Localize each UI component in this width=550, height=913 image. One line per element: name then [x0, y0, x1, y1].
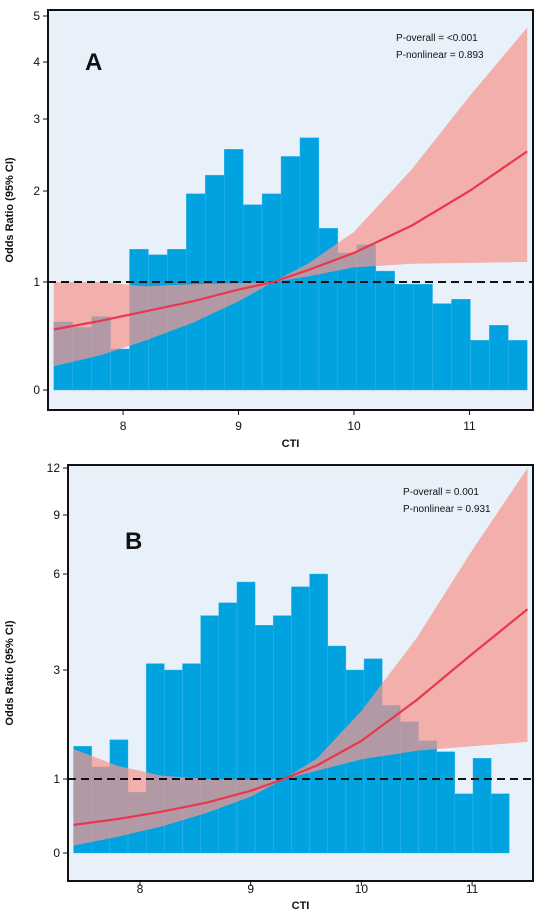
chart-b-x-axis-title: CTI [292, 900, 310, 912]
chart-a-panel-letter: A [85, 49, 102, 76]
chart-b-panel-letter: B [125, 528, 142, 555]
chart-a-p-value-annotation: P-nonlinear = 0.893 [396, 50, 484, 61]
chart-a-p-value-annotation: P-overall = <0.001 [396, 33, 478, 44]
chart-a-y-axis-title: Odds Ratio (95% CI) [4, 157, 16, 262]
chart-b-y-tick-label: 1 [53, 772, 60, 786]
chart-b-x-tick-label: 8 [137, 882, 144, 896]
chart-b-confidence-band [73, 468, 528, 846]
chart-b-p-value-annotation: P-overall = 0.001 [403, 487, 479, 498]
chart-a-histogram-bar [432, 303, 452, 391]
chart-b-histogram-bar [164, 669, 183, 854]
chart-a-y-tick-label: 5 [33, 9, 40, 23]
chart-a-x-axis-title: CTI [282, 438, 300, 450]
chart-b-histogram-bar [309, 573, 328, 854]
chart-b-y-tick-label: 6 [53, 567, 60, 581]
chart-b-histogram-bar [418, 740, 437, 854]
chart-a-x-tick-label: 8 [120, 419, 127, 433]
chart-b-histogram-bar [182, 663, 201, 854]
chart-a-histogram-bar [508, 340, 528, 391]
chart-a-x-tick-label: 9 [235, 419, 242, 433]
chart-a-histogram-bar [394, 283, 414, 391]
chart-b-histogram-bar [236, 581, 256, 854]
chart-a-histogram-bar [375, 270, 395, 391]
chart-a-histogram-bar [489, 325, 509, 391]
panel-b-chart: 0 1 3 6 9 12 8 9 10 11 CTI Odds Ratio (95% CI) B P-ov… [0, 458, 550, 913]
chart-b-histogram-bar [200, 615, 219, 854]
chart-a-histogram-bar [451, 299, 471, 391]
chart-a-y-tick-label: 2 [33, 184, 40, 198]
chart-a-histogram-bar [470, 340, 490, 391]
chart-a-histogram-bar [261, 193, 282, 391]
chart-a-histogram-bar [224, 149, 244, 391]
chart-b-y-axis-title: Odds Ratio (95% CI) [4, 620, 16, 725]
chart-a-histogram-bar [242, 204, 263, 391]
chart-a-histogram-bar [110, 348, 130, 391]
chart-b-histogram-bar [472, 758, 492, 854]
chart-b-histogram-bar [490, 793, 510, 854]
chart-a-y-tick-label: 3 [33, 112, 40, 126]
chart-a-svg: 0 1 2 3 4 5 8 9 10 11 CTI Odds Ratio (95% CI) A P-ove… [4, 9, 534, 450]
panel-a-chart: 0 1 2 3 4 5 8 9 10 11 CTI Odds Ratio (95% CI) A P-ove… [0, 0, 550, 452]
chart-b-histogram-bar [436, 751, 456, 854]
chart-b-plot-frame [67, 464, 534, 882]
chart-b-y-tick-label: 3 [53, 663, 60, 677]
chart-b-odds-ratio-curve [73, 608, 529, 826]
chart-a-x-tick-label: 10 [347, 419, 361, 433]
chart-a-plot-frame [47, 9, 534, 411]
chart-b-p-value-annotation: P-nonlinear = 0.931 [403, 504, 491, 515]
chart-a-histogram-bar [413, 283, 433, 391]
chart-b-svg: 0 1 3 6 9 12 8 9 10 11 CTI Odds Ratio (95% CI) B P-ov… [4, 461, 534, 912]
chart-b-histogram-bar [291, 586, 310, 854]
chart-a-y-tick-label: 4 [33, 55, 40, 69]
chart-a-y-tick-label: 1 [33, 275, 40, 289]
chart-b-y-tick-label: 9 [53, 508, 60, 522]
chart-b-y-tick-label: 0 [53, 846, 60, 860]
chart-a-confidence-band [53, 27, 528, 367]
chart-b-y-tick-label: 12 [47, 461, 61, 475]
chart-b-x-tick-label: 10 [355, 882, 369, 896]
chart-b-histogram-bar [218, 602, 238, 854]
chart-b-histogram-bar [254, 624, 274, 854]
chart-a-histogram-bar [337, 252, 357, 391]
chart-b-x-tick-label: 11 [466, 882, 479, 896]
chart-b-histogram-bar [454, 793, 474, 854]
chart-a-x-tick-label: 11 [463, 419, 476, 433]
chart-a-y-tick-label: 0 [33, 383, 40, 397]
chart-a-odds-ratio-curve [53, 150, 528, 331]
chart-b-x-tick-label: 9 [247, 882, 254, 896]
chart-b-histogram-bar [273, 615, 292, 854]
